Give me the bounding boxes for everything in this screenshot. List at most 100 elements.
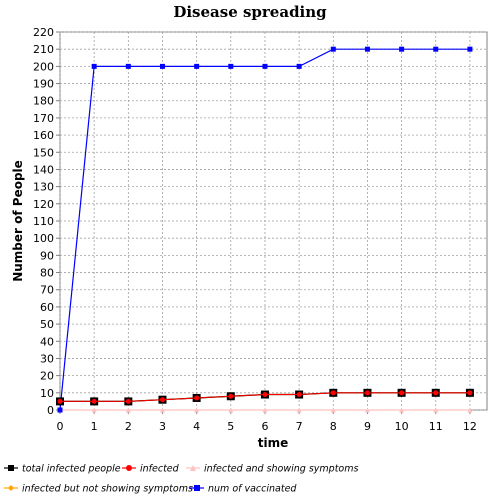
data-point bbox=[399, 390, 405, 396]
y-tick-label: 130 bbox=[33, 181, 54, 194]
y-tick-label: 200 bbox=[33, 60, 54, 73]
y-tick-label: 90 bbox=[40, 249, 54, 262]
data-point bbox=[194, 407, 200, 413]
data-point bbox=[330, 407, 336, 413]
y-tick-label: 110 bbox=[33, 215, 54, 228]
y-tick-label: 160 bbox=[33, 129, 54, 142]
legend-label: infected and showing symptoms bbox=[204, 464, 358, 475]
data-point bbox=[159, 63, 165, 69]
data-point bbox=[296, 392, 302, 398]
x-tick-label: 2 bbox=[125, 420, 132, 433]
chart-title: Disease spreading bbox=[173, 3, 327, 21]
data-point bbox=[433, 390, 439, 396]
x-tick-label: 12 bbox=[463, 420, 477, 433]
series-layer bbox=[56, 46, 474, 413]
data-point bbox=[57, 407, 63, 413]
data-point bbox=[159, 407, 165, 413]
data-point bbox=[467, 390, 473, 396]
legend-marker bbox=[194, 485, 200, 491]
y-tick-label: 120 bbox=[33, 198, 54, 211]
data-point bbox=[467, 407, 473, 413]
x-tick-label: 6 bbox=[261, 420, 268, 433]
y-tick-label: 70 bbox=[40, 284, 54, 297]
data-point bbox=[228, 407, 234, 413]
data-point bbox=[262, 407, 268, 413]
data-point bbox=[330, 390, 336, 396]
legend-marker bbox=[190, 465, 196, 471]
y-tick-label: 40 bbox=[40, 335, 54, 348]
legend-item: infected but not showing symptoms bbox=[4, 484, 193, 495]
y-tick-label: 80 bbox=[40, 267, 54, 280]
y-tick-label: 50 bbox=[40, 318, 54, 331]
legend-item: num of vaccinated bbox=[190, 484, 297, 495]
y-tick-label: 10 bbox=[40, 387, 54, 400]
x-tick-label: 5 bbox=[227, 420, 234, 433]
x-tick-label: 10 bbox=[395, 420, 409, 433]
series-infected bbox=[57, 390, 473, 404]
y-tick-label: 190 bbox=[33, 78, 54, 91]
data-point bbox=[91, 63, 97, 69]
x-tick-label: 9 bbox=[364, 420, 371, 433]
y-axis: 0 10 20 30 40 50 60 70 80 90 100 110 120 130 140 150 160… bbox=[33, 26, 60, 417]
y-tick-label: 100 bbox=[33, 232, 54, 245]
data-point bbox=[125, 407, 131, 413]
y-tick-label: 140 bbox=[33, 163, 54, 176]
data-point bbox=[433, 407, 439, 413]
y-tick-label: 20 bbox=[40, 370, 54, 383]
y-tick-label: 0 bbox=[47, 404, 54, 417]
data-point bbox=[364, 46, 370, 52]
data-point bbox=[194, 395, 200, 401]
y-tick-label: 180 bbox=[33, 95, 54, 108]
x-tick-label: 4 bbox=[193, 420, 200, 433]
legend: total infected people infected infected an… bbox=[4, 464, 358, 495]
data-point bbox=[159, 397, 165, 403]
x-tick-label: 0 bbox=[57, 420, 64, 433]
data-point bbox=[262, 392, 268, 398]
legend-marker bbox=[8, 485, 14, 491]
legend-item: total infected people bbox=[4, 464, 121, 475]
legend-item: infected and showing symptoms bbox=[186, 464, 358, 475]
legend-label: num of vaccinated bbox=[208, 484, 297, 495]
y-tick-label: 220 bbox=[33, 26, 54, 39]
x-tick-label: 3 bbox=[159, 420, 166, 433]
legend-label: infected bbox=[140, 464, 180, 475]
data-point bbox=[91, 407, 97, 413]
data-point bbox=[125, 398, 131, 404]
series-infected-and-showing-symptoms bbox=[57, 407, 473, 413]
legend-label: total infected people bbox=[22, 464, 121, 475]
y-tick-label: 60 bbox=[40, 301, 54, 314]
data-point bbox=[194, 63, 200, 69]
data-point bbox=[330, 46, 336, 52]
x-axis: 0 1 2 3 4 5 6 7 8 9 10 11 12 bbox=[57, 410, 477, 433]
y-tick-label: 170 bbox=[33, 112, 54, 125]
data-point bbox=[399, 407, 405, 413]
data-point bbox=[467, 46, 473, 52]
legend-label: infected but not showing symptoms bbox=[22, 484, 193, 495]
legend-marker bbox=[126, 465, 132, 471]
data-point bbox=[57, 398, 63, 404]
legend-item: infected bbox=[122, 464, 180, 475]
data-point bbox=[364, 407, 370, 413]
x-tick-label: 11 bbox=[429, 420, 443, 433]
series-num-of-vaccinated bbox=[57, 46, 473, 413]
data-point bbox=[228, 393, 234, 399]
x-tick-label: 1 bbox=[91, 420, 98, 433]
y-tick-label: 30 bbox=[40, 352, 54, 365]
y-tick-label: 210 bbox=[33, 43, 54, 56]
data-point bbox=[91, 398, 97, 404]
x-tick-label: 8 bbox=[330, 420, 337, 433]
x-axis-label: time bbox=[258, 436, 289, 450]
x-tick-label: 7 bbox=[296, 420, 303, 433]
y-axis-label: Number of People bbox=[11, 160, 25, 282]
y-tick-label: 150 bbox=[33, 146, 54, 159]
legend-marker bbox=[8, 465, 14, 471]
data-point bbox=[296, 63, 302, 69]
data-point bbox=[228, 63, 234, 69]
data-point bbox=[296, 407, 302, 413]
data-point bbox=[433, 46, 439, 52]
data-point bbox=[399, 46, 405, 52]
data-point bbox=[262, 63, 268, 69]
data-point bbox=[364, 390, 370, 396]
data-point bbox=[125, 63, 131, 69]
